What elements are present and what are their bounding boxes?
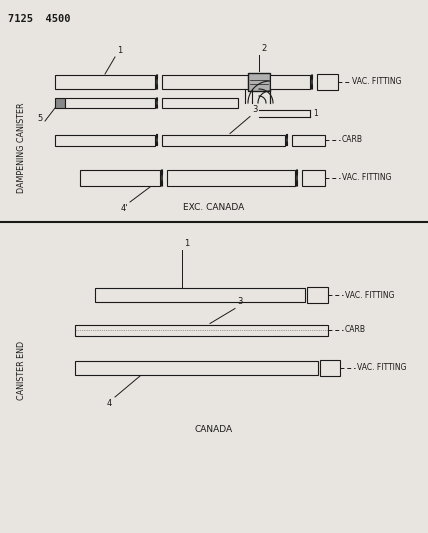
Bar [162,134,285,146]
Text: EXC. CANADA: EXC. CANADA [183,204,245,213]
Text: VAC. FITTING: VAC. FITTING [345,290,395,300]
Text: CARB: CARB [345,326,366,335]
Text: CARB: CARB [342,135,363,144]
Text: 3: 3 [252,106,257,115]
Bar [55,98,65,108]
Text: 1: 1 [184,239,189,248]
Text: VAC. FITTING: VAC. FITTING [352,77,401,86]
Bar [317,74,338,90]
Bar [320,360,340,376]
Bar [75,361,318,375]
Text: 2: 2 [261,44,266,53]
Bar [80,170,160,186]
Bar [55,134,155,146]
Text: CANADA: CANADA [195,425,233,434]
Text: DAMPENING CANISTER: DAMPENING CANISTER [18,103,27,193]
Bar [75,325,328,335]
Text: 3: 3 [237,297,242,306]
Bar [292,134,325,146]
Bar [307,287,328,303]
Bar [95,288,305,302]
Bar [270,75,310,89]
Text: VAC. FITTING: VAC. FITTING [357,364,407,373]
Text: 5: 5 [38,114,43,123]
Bar [162,75,248,89]
Text: 4': 4' [121,204,128,213]
Bar [162,98,238,108]
Text: 4: 4 [107,399,112,408]
Text: CANISTER END: CANISTER END [18,341,27,400]
Bar [248,73,270,91]
Text: VAC. FITTING: VAC. FITTING [342,174,392,182]
Bar [65,98,155,108]
Bar [302,170,325,186]
Text: 1: 1 [313,109,318,118]
Text: 1: 1 [117,46,122,55]
Text: 7125  4500: 7125 4500 [8,14,71,24]
Bar [55,75,155,89]
Bar [167,170,295,186]
